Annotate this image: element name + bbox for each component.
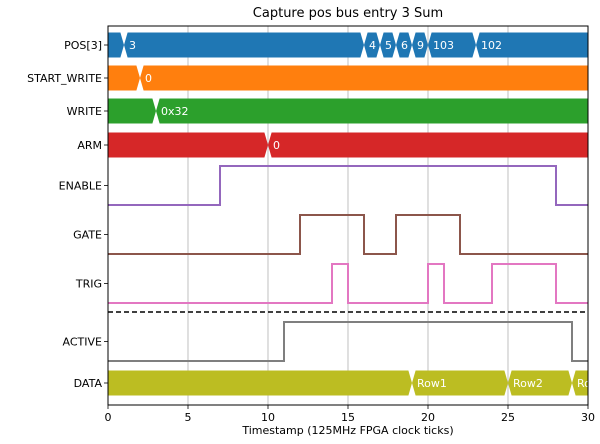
row-label-data: DATA: [74, 377, 103, 390]
chart-title: Capture pos bus entry 3 Sum: [253, 6, 443, 21]
row-label-write: WRITE: [67, 105, 102, 118]
x-tick-label: 0: [105, 411, 112, 424]
row-label-active: ACTIVE: [63, 336, 103, 349]
bus-value-label: 3: [129, 39, 136, 52]
row-start-write: 0: [108, 65, 588, 91]
x-tick-label: 25: [501, 411, 515, 424]
x-tick-label: 10: [261, 411, 275, 424]
bus-value-label: 103: [433, 39, 454, 52]
bus-segment: [396, 32, 412, 58]
row-write: 0x32: [108, 98, 588, 124]
row-active: [108, 321, 588, 362]
row-labels: POS[3] START_WRITE WRITE ARM ENABLE GATE TRIG A…: [27, 39, 108, 390]
x-tick-label: 30: [581, 411, 595, 424]
bus-value-label: 0x32: [161, 105, 189, 118]
bus-segment: [380, 32, 396, 58]
bit-waveform: [108, 165, 588, 206]
bus-segment: [140, 65, 588, 91]
row-label-enable: ENABLE: [59, 180, 102, 193]
bus-value-label: 5: [385, 39, 392, 52]
bus-value-label: Row3: [577, 377, 600, 390]
bus-segment: [508, 370, 572, 396]
bus-segment: [156, 98, 588, 124]
bus-value-label: 0: [273, 139, 280, 152]
bus-segment: [412, 32, 428, 58]
bus-segment: [412, 370, 508, 396]
x-tick-label: 5: [185, 411, 192, 424]
bus-segment: [428, 32, 476, 58]
row-pos-3: 3 4 5 6 9 103 102: [108, 32, 588, 58]
bus-segment: [108, 132, 268, 158]
row-label-pos-3: POS[3]: [64, 39, 102, 52]
row-trig: [108, 263, 588, 304]
bit-waveform: [108, 214, 588, 255]
x-tick-label: 15: [341, 411, 355, 424]
bus-segment: [572, 370, 588, 396]
bus-segment: [108, 65, 140, 91]
bus-segment: [124, 32, 364, 58]
bus-value-label: 102: [481, 39, 502, 52]
axes: 0 5 10 15 20 25 30: [105, 25, 595, 424]
bus-value-label: 4: [369, 39, 376, 52]
row-label-arm: ARM: [77, 139, 102, 152]
row-label-gate: GATE: [73, 229, 102, 242]
bit-waveform: [108, 321, 588, 362]
bus-value-label: Row1: [417, 377, 447, 390]
bus-value-label: 0: [145, 72, 152, 85]
bit-waveform: [108, 263, 588, 304]
row-data: Row1 Row2 Row3: [108, 370, 600, 396]
bus-value-label: 9: [417, 39, 424, 52]
row-enable: [108, 165, 588, 206]
bus-segment: [364, 32, 380, 58]
bus-segment: [108, 370, 412, 396]
row-label-trig: TRIG: [75, 278, 102, 291]
bus-segment: [108, 98, 156, 124]
row-gate: [108, 214, 588, 255]
row-label-start-write: START_WRITE: [27, 72, 102, 85]
x-axis-label: Timestamp (125MHz FPGA clock ticks): [241, 424, 453, 437]
bus-segment: [476, 32, 588, 58]
row-arm: 0: [108, 132, 588, 158]
bus-segment: [268, 132, 588, 158]
x-tick-label: 20: [421, 411, 435, 424]
bus-segment: [108, 32, 124, 58]
bus-value-label: Row2: [513, 377, 543, 390]
bus-value-label: 6: [401, 39, 408, 52]
